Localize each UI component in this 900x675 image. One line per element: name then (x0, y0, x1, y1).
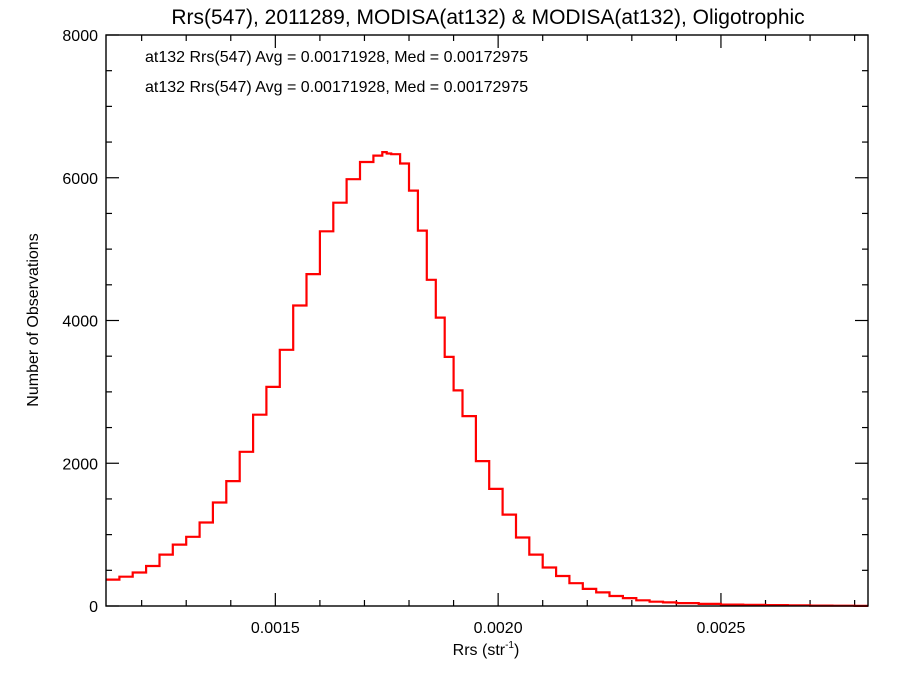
y-tick-label: 8000 (62, 28, 98, 45)
x-axis-label: Rrs (str-1) (453, 640, 520, 659)
plot-frame (105, 34, 869, 607)
chart-title: Rrs(547), 2011289, MODISA(at132) & MODIS… (171, 6, 804, 29)
axis-tick-labels: 0 2000 4000 6000 8000 0.0015 0.0020 0.0025 (62, 28, 745, 637)
y-tick-label: 0 (89, 599, 98, 616)
y-tick-label: 4000 (62, 314, 98, 331)
x-axis-label-superscript: -1 (505, 640, 514, 651)
histogram-series (106, 151, 868, 607)
x-axis-label-main: Rrs (str (453, 642, 506, 659)
y-axis-label: Number of Observations (25, 233, 42, 406)
annotation-red: at132 Rrs(547) Avg = 0.00171928, Med = 0… (145, 79, 528, 96)
annotation-black: at132 Rrs(547) Avg = 0.00171928, Med = 0… (145, 49, 528, 66)
x-tick-label: 0.0025 (696, 620, 745, 637)
x-tick-label: 0.0015 (251, 620, 300, 637)
y-tick-label: 2000 (62, 456, 98, 473)
x-axis-label-close: ) (514, 642, 519, 659)
y-tick-label: 6000 (62, 171, 98, 188)
x-tick-label: 0.0020 (474, 620, 523, 637)
axis-ticks (106, 34, 868, 607)
